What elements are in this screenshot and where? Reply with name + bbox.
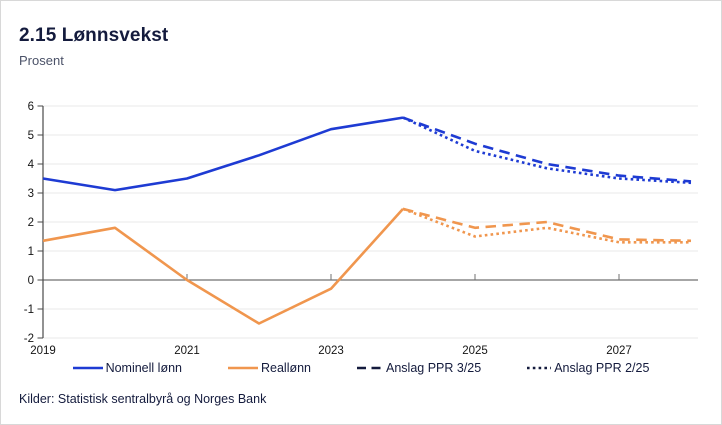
legend-dashed-line-icon <box>357 366 384 370</box>
legend-solid-line-icon <box>72 366 103 370</box>
series-line-reall-nn <box>42 208 404 325</box>
legend-item-nominell-l-nn: Nominell lønn <box>72 361 182 375</box>
series-line-nominell-l-nn <box>42 116 404 192</box>
y-tick-label: 0 <box>28 275 34 287</box>
chart-header: 2.15 Lønnsvekst Prosent <box>19 25 168 68</box>
legend-item-anslag-ppr-2-25: Anslag PPR 2/25 <box>527 361 649 375</box>
series-line-anslag-ppr-2-25-nominell-l-nn <box>402 116 692 185</box>
chart-subtitle: Prosent <box>19 53 64 68</box>
x-tick-label: 2019 <box>30 345 56 357</box>
legend-item-reall-nn: Reallønn <box>227 361 312 375</box>
source-note: Kilder: Statistisk sentralbyrå og Norges… <box>19 392 267 406</box>
series-line-anslag-ppr-3-25-nominell-l-nn <box>402 116 692 183</box>
y-tick-label: 2 <box>28 217 34 229</box>
chart-title: 2.15 Lønnsvekst <box>19 25 169 46</box>
y-tick-label: -1 <box>24 304 34 316</box>
series-line-anslag-ppr-2-25-reall-nn <box>402 207 691 244</box>
legend-item-anslag-ppr-3-25: Anslag PPR 3/25 <box>357 361 481 375</box>
x-tick-label: 2023 <box>318 345 344 357</box>
legend-label: Reallønn <box>260 361 312 375</box>
y-tick-label: 6 <box>28 101 34 113</box>
legend-label: Anslag PPR 2/25 <box>554 361 650 375</box>
y-tick-label: 4 <box>28 159 35 171</box>
y-tick-label: 1 <box>28 246 34 258</box>
series-line-anslag-ppr-3-25-reall-nn <box>402 207 692 243</box>
legend-solid-line-icon <box>227 366 258 370</box>
x-tick-label: 2025 <box>462 345 488 357</box>
x-tick-label: 2021 <box>174 345 200 357</box>
legend-dotted-line-icon <box>527 366 552 370</box>
x-tick-label: 2027 <box>606 345 632 357</box>
chart-legend: Nominell lønn Reallønn Anslag PPR 3/25 Ansl… <box>1 361 721 375</box>
legend-label: Nominell lønn <box>105 361 182 375</box>
y-tick-label: -2 <box>24 333 34 345</box>
y-tick-label: 3 <box>28 188 34 200</box>
legend-label: Anslag PPR 3/25 <box>386 361 482 375</box>
y-tick-label: 5 <box>28 130 34 142</box>
